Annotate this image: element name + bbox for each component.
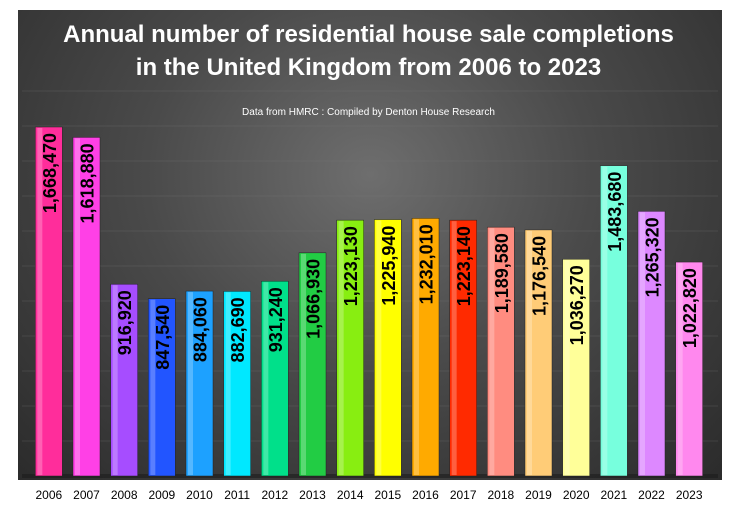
x-tick-label-2013: 2013	[299, 488, 326, 502]
x-tick-label-2014: 2014	[337, 488, 364, 502]
x-tick-label-2007: 2007	[73, 488, 100, 502]
chart-title-line-1: Annual number of residential house sale …	[63, 21, 674, 48]
bar-2010	[185, 290, 214, 477]
bar-2016	[411, 218, 440, 477]
bar-2021	[600, 165, 628, 477]
bar-2011	[223, 291, 251, 477]
x-tick-label-2012: 2012	[261, 488, 288, 502]
data-label-2014: 1,223,130	[341, 226, 361, 306]
data-label-2006: 1,668,470	[40, 133, 60, 213]
bar-highlight	[527, 230, 532, 475]
x-tick-label-2018: 2018	[487, 488, 514, 502]
x-tick-label-2011: 2011	[224, 488, 250, 502]
bar-highlight	[376, 220, 382, 475]
bar-highlight	[75, 138, 80, 475]
data-label-2022: 1,265,320	[643, 217, 663, 297]
bar-highlight	[489, 228, 495, 475]
data-label-2015: 1,225,940	[379, 226, 399, 306]
x-tick-label-2023: 2023	[676, 488, 703, 502]
bar-highlight	[338, 221, 344, 475]
bar-highlight	[150, 299, 156, 475]
bar-highlight	[225, 292, 231, 475]
data-label-2020: 1,036,270	[567, 265, 587, 345]
x-tick-label-2021: 2021	[600, 488, 627, 502]
bar-highlight	[188, 292, 193, 475]
bar-2008	[110, 283, 138, 477]
x-tick-label-2009: 2009	[148, 488, 175, 502]
bar-2014	[336, 219, 364, 477]
x-tick-label-2020: 2020	[563, 488, 590, 502]
x-tick-label-2008: 2008	[111, 488, 138, 502]
x-tick-label-2010: 2010	[186, 488, 213, 502]
bar-2019	[524, 229, 553, 477]
bar-2009	[148, 298, 176, 477]
data-label-2023: 1,022,820	[680, 268, 700, 348]
bar-2017	[449, 219, 477, 477]
bar-2020	[562, 258, 590, 477]
bar-2006	[35, 126, 63, 477]
chart-floor	[22, 474, 718, 478]
data-label-2010: 884,060	[191, 297, 211, 362]
data-label-2019: 1,176,540	[530, 236, 550, 316]
bar-2022	[637, 211, 666, 477]
chart-subtitle: Data from HMRC : Compiled by Denton Hous…	[242, 107, 495, 118]
x-tick-label-2022: 2022	[638, 488, 665, 502]
data-label-2009: 847,540	[153, 305, 173, 370]
x-tick-label-2015: 2015	[374, 488, 401, 502]
bar-2018	[487, 226, 515, 477]
data-label-2007: 1,618,880	[78, 143, 98, 223]
bar-highlight	[37, 128, 43, 475]
bar-highlight	[263, 282, 269, 475]
data-label-2012: 931,240	[266, 287, 286, 352]
bar-highlight	[301, 253, 306, 475]
x-tick-label-2017: 2017	[450, 488, 477, 502]
bar-2023	[675, 261, 703, 477]
bar-highlight	[112, 285, 118, 475]
x-tick-label-2006: 2006	[35, 488, 62, 502]
data-label-2017: 1,223,140	[454, 226, 474, 306]
bar-2015	[374, 219, 402, 477]
bar-highlight	[677, 263, 683, 475]
chart-title-line-2: in the United Kingdom from 2006 to 2023	[135, 54, 602, 81]
bar-highlight	[602, 166, 608, 475]
bar-2007	[72, 137, 101, 477]
data-label-2008: 916,920	[115, 290, 135, 355]
x-tick-label-2019: 2019	[525, 488, 552, 502]
bar-highlight	[414, 219, 419, 475]
bar-highlight	[564, 260, 570, 475]
data-label-2016: 1,232,010	[417, 224, 437, 304]
data-label-2011: 882,690	[228, 297, 248, 362]
data-label-2013: 1,066,930	[304, 259, 324, 339]
chart-title: Annual number of residential house sale …	[0, 18, 737, 84]
x-tick-label-2016: 2016	[412, 488, 439, 502]
data-label-2018: 1,189,580	[492, 233, 512, 313]
bar-highlight	[640, 212, 645, 475]
data-label-2021: 1,483,680	[605, 172, 625, 252]
bar-highlight	[451, 221, 457, 475]
bar-2012	[261, 280, 289, 477]
bar-2013	[298, 252, 327, 477]
